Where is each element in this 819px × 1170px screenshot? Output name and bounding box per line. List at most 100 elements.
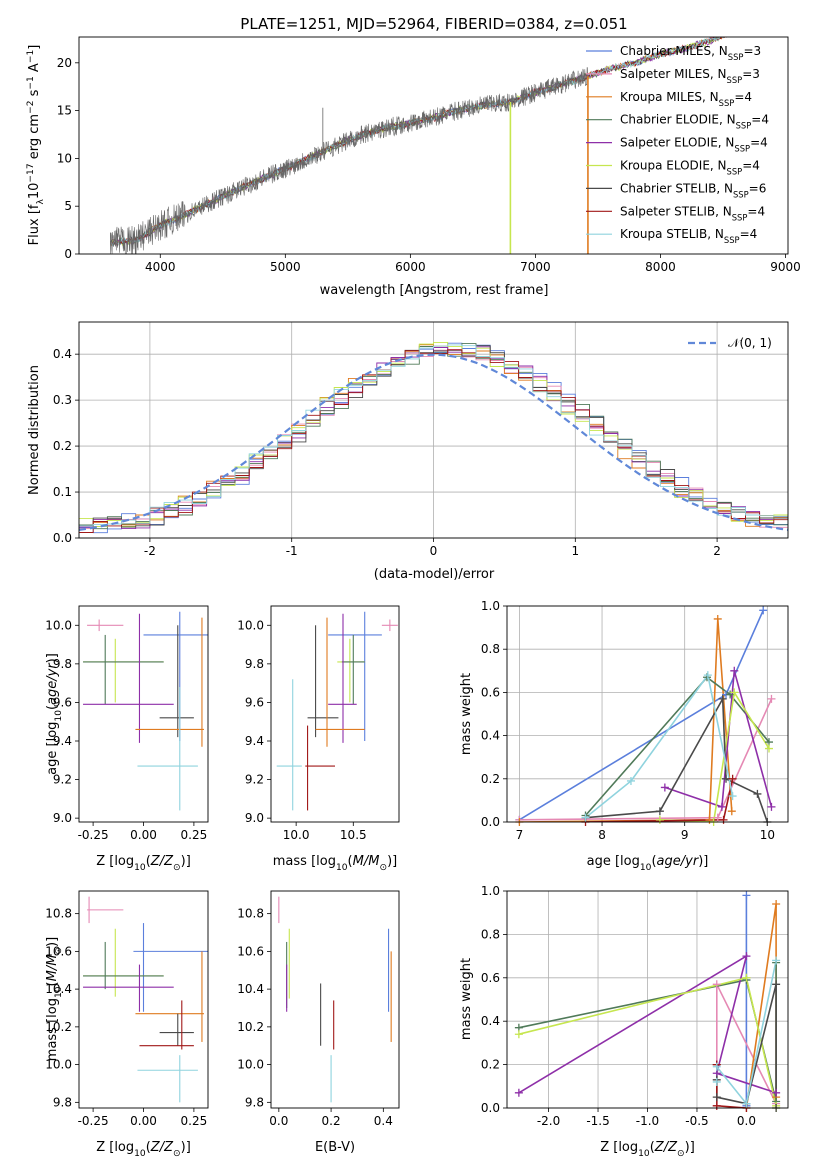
y-tick-label: 0.4 — [481, 1014, 500, 1028]
weight-marker — [514, 1030, 523, 1039]
axes-age-vs-Z: -0.25 0.00 0.25 9.0 9.2 9.4 9.6 9.8 10.0 — [45, 605, 209, 842]
y-tick-label: 9.8 — [245, 1095, 264, 1109]
y-axis-label: mass weight — [459, 673, 474, 755]
weight-marker — [718, 694, 727, 703]
x-tick-label: 0.25 — [181, 828, 208, 842]
x-tick-label: -1.0 — [636, 1114, 659, 1128]
y-tick-label: 0.4 — [53, 347, 72, 361]
y-tick-label: 10.6 — [237, 944, 264, 958]
x-tick-label: 5000 — [270, 260, 301, 274]
weight-marker — [728, 792, 737, 801]
plot-area-age-vs-mass — [276, 611, 398, 811]
weight-marker — [712, 1062, 721, 1071]
legend-entry: Chabrier STELIB, NSSP=6 — [620, 181, 766, 199]
plot-area-mass-vs-Z — [83, 896, 208, 1103]
weight-marker — [726, 690, 735, 699]
weight-line-8 — [584, 673, 734, 819]
weight-marker — [712, 1101, 721, 1110]
y-tick-label: 10.0 — [237, 618, 264, 632]
plot-area-mass-vs-ebv — [278, 896, 392, 1103]
y-tick-label: 0.8 — [481, 927, 500, 941]
legend-entry: Salpeter ELODIE, NSSP=4 — [620, 136, 768, 154]
y-tick-label: 9.8 — [53, 657, 72, 671]
weight-marker — [772, 956, 781, 965]
weight-marker — [767, 694, 776, 703]
x-tick-label: 0.2 — [322, 1114, 341, 1128]
x-tick-label: 0 — [430, 544, 438, 558]
x-axis-label: Z [log10(Z/Z⊙)] — [96, 1140, 191, 1159]
observed-spectrum — [110, 67, 589, 254]
x-tick-label: 6000 — [395, 260, 426, 274]
x-tick-label: -2 — [144, 544, 156, 558]
weight-marker — [742, 891, 751, 900]
y-tick-label: 5 — [64, 199, 72, 213]
weight-marker — [705, 815, 714, 824]
y-tick-label: 0.8 — [481, 642, 500, 656]
y-tick-label: 10.8 — [237, 907, 264, 921]
weight-marker — [772, 1088, 781, 1097]
x-tick-label: 0.4 — [374, 1114, 393, 1128]
axes-frame — [78, 890, 209, 1109]
y-tick-label: 10.4 — [45, 982, 72, 996]
y-tick-label: 10.0 — [237, 1058, 264, 1072]
weight-marker — [703, 671, 712, 680]
axes-frame — [78, 605, 209, 823]
weight-marker — [727, 807, 736, 816]
y-tick-label: 9.2 — [53, 773, 72, 787]
chart-title: PLATE=1251, MJD=52964, FIBERID=0384, z=0… — [240, 15, 627, 33]
y-tick-label: 10.2 — [45, 1020, 72, 1034]
normal-reference-curve — [79, 353, 788, 531]
weight-line-4 — [518, 954, 777, 1094]
axes-residuals: -2 -1 0 1 2 0.0 0.1 0.2 0.3 0.4 — [53, 321, 789, 558]
x-tick-label: -0.25 — [78, 1114, 109, 1128]
y-axis-label: age [log10(age/yr)] — [45, 653, 64, 775]
y-tick-label: 10.0 — [45, 1058, 72, 1072]
weight-marker — [742, 1099, 751, 1108]
x-axis-label: mass [log10(M/M⊙)] — [273, 854, 397, 873]
legend: Chabrier MILES, NSSP=3 Salpeter MILES, NS… — [586, 44, 769, 245]
axes-frame — [506, 890, 789, 1109]
y-tick-label: 0.6 — [481, 685, 500, 699]
axes-frame — [270, 890, 400, 1109]
x-axis-label: age [log10(age/yr)] — [587, 854, 709, 873]
x-tick-label: 8 — [598, 828, 606, 842]
y-tick-label: 9.8 — [245, 657, 264, 671]
x-tick-label: 0.00 — [130, 828, 157, 842]
weight-marker — [655, 807, 664, 816]
x-tick-label: 10.5 — [340, 828, 367, 842]
y-tick-label: 10.2 — [237, 1020, 264, 1034]
x-tick-label: 0.0 — [737, 1114, 756, 1128]
weight-marker — [660, 783, 669, 792]
axes-frame — [78, 36, 789, 255]
axes-weight-vs-Z: -2.0 -1.5 -1.0 -0.5 0.0 0.0 0.2 0.4 0.6 0.8 1.0 — [481, 884, 789, 1128]
axes-mass-vs-ebv: 0.0 0.2 0.4 9.8 10.0 10.2 10.4 10.6 10.8 — [237, 890, 400, 1128]
plot-area-spectrum — [109, 37, 729, 254]
x-tick-label: 0.00 — [130, 1114, 157, 1128]
plot-area-residuals — [79, 341, 788, 538]
weight-marker — [717, 802, 726, 811]
y-tick-label: 10.6 — [45, 944, 72, 958]
x-tick-label: 4000 — [145, 260, 176, 274]
x-axis-label: Z [log10(Z/Z⊙)] — [96, 854, 191, 873]
x-axis-label: E(B-V) — [315, 1140, 355, 1155]
weight-marker — [742, 952, 751, 961]
legend-entry: Salpeter MILES, NSSP=3 — [620, 67, 760, 85]
weight-marker — [759, 606, 768, 615]
weight-line-4 — [664, 670, 773, 808]
weight-marker — [767, 802, 776, 811]
weight-marker — [713, 813, 722, 822]
y-tick-label: 0.2 — [481, 1058, 500, 1072]
y-tick-label: 0.4 — [481, 729, 500, 743]
weight-marker — [764, 744, 773, 753]
y-tick-label: 9.8 — [53, 1095, 72, 1109]
legend-entry: 𝒩(0, 1) — [728, 336, 772, 350]
weight-marker — [719, 815, 728, 824]
weight-marker — [712, 980, 721, 989]
y-tick-label: 0.0 — [53, 531, 72, 545]
y-tick-label: 0.1 — [53, 485, 72, 499]
residual-histogram-8 — [79, 344, 788, 538]
y-tick-label: 9.4 — [53, 734, 72, 748]
axes-frame — [78, 321, 789, 539]
y-tick-label: 20 — [57, 56, 72, 70]
